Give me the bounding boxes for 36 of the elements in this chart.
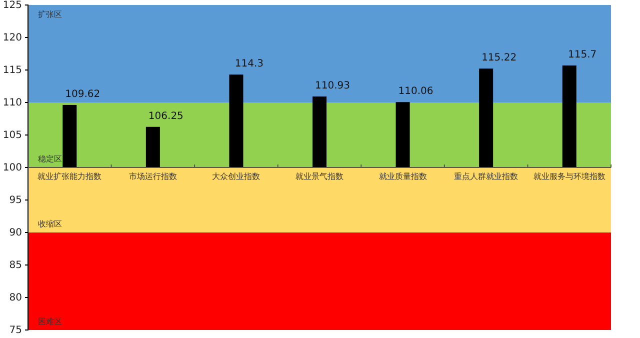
y-tick-label: 110 bbox=[2, 98, 22, 109]
bar bbox=[396, 102, 410, 168]
y-tick-label: 125 bbox=[2, 0, 22, 12]
y-tick-label: 115 bbox=[2, 65, 22, 76]
data-label: 110.06 bbox=[398, 86, 434, 98]
x-tick-label: 大众创业指数 bbox=[212, 172, 260, 182]
y-tick-label: 95 bbox=[9, 195, 22, 206]
band-label: 稳定区 bbox=[38, 154, 62, 164]
y-tick-label: 105 bbox=[2, 130, 22, 142]
band-label: 扩张区 bbox=[38, 10, 62, 19]
data-label: 109.62 bbox=[65, 88, 100, 100]
y-tick-label: 80 bbox=[9, 292, 22, 304]
y-tick-label: 100 bbox=[2, 162, 22, 174]
data-label: 115.22 bbox=[482, 52, 517, 64]
band-label: 收缩区 bbox=[38, 220, 62, 228]
x-tick-label: 就业景气指数 bbox=[296, 172, 344, 182]
band-label: 困难区 bbox=[38, 317, 62, 326]
y-tick-label: 90 bbox=[9, 228, 22, 239]
bar bbox=[146, 126, 160, 168]
bar bbox=[562, 65, 576, 168]
x-tick-label: 就业扩张能力指数 bbox=[38, 172, 102, 182]
bar bbox=[312, 96, 326, 168]
x-tick-label: 就业质量指数 bbox=[378, 172, 427, 182]
y-tick-label: 85 bbox=[9, 260, 22, 272]
data-label: 110.93 bbox=[315, 80, 350, 92]
x-tick-label: 市场运行指数 bbox=[128, 172, 177, 182]
data-label: 115.7 bbox=[568, 49, 597, 60]
bar bbox=[479, 68, 494, 168]
data-label: 114.3 bbox=[234, 58, 264, 70]
x-tick-label: 就业服务与环境指数 bbox=[533, 172, 606, 182]
y-tick-label: 120 bbox=[2, 32, 22, 44]
x-tick-label: 重点人群就业指数 bbox=[454, 172, 518, 182]
y-tick-label: 75 bbox=[9, 325, 22, 336]
data-label: 106.25 bbox=[148, 110, 184, 122]
bar bbox=[229, 74, 244, 168]
bar bbox=[62, 104, 77, 168]
